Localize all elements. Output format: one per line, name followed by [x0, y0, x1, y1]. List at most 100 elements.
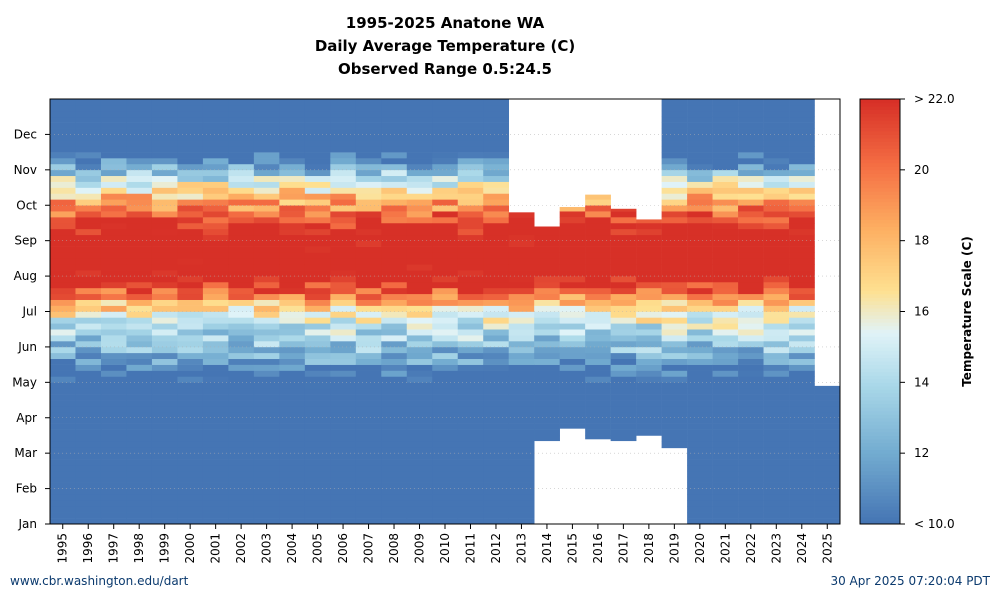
heatmap-cell-2011 [457, 122, 484, 129]
heatmap-cell-2006 [330, 193, 357, 200]
heatmap-cell-2019 [661, 400, 688, 407]
heatmap-cell-2011 [457, 270, 484, 277]
heatmap-cell-2003 [253, 341, 280, 348]
heatmap-cell-2014 [534, 234, 560, 241]
heatmap-cell-2010 [432, 470, 459, 478]
heatmap-cell-1997 [100, 464, 127, 472]
heatmap-cell-2006 [330, 163, 357, 171]
heatmap-cell-2004 [279, 453, 306, 460]
heatmap-cell-2025 [814, 482, 841, 489]
heatmap-cell-2024 [789, 470, 815, 478]
heatmap-cell-2005 [304, 370, 331, 377]
heatmap-cell-2021 [712, 453, 739, 460]
heatmap-cell-1996 [75, 388, 102, 395]
heatmap-cell-2022 [738, 305, 764, 312]
heatmap-cell-2006 [330, 435, 357, 442]
heatmap-cell-2009 [406, 364, 433, 371]
heatmap-cell-1999 [151, 323, 178, 330]
heatmap-cell-2020 [687, 122, 713, 129]
heatmap-cell-2012 [483, 459, 510, 466]
heatmap-cell-2018 [636, 270, 662, 277]
heatmap-cell-2019 [661, 128, 688, 135]
heatmap-cell-1996 [75, 152, 102, 159]
heatmap-cell-2003 [253, 482, 280, 489]
heatmap-cell-2012 [483, 228, 510, 236]
heatmap-cell-1997 [100, 305, 127, 312]
heatmap-cell-2000 [177, 429, 204, 436]
heatmap-cell-2006 [330, 364, 357, 371]
heatmap-cell-2021 [712, 388, 739, 395]
heatmap-cell-2022 [738, 281, 764, 289]
heatmap-cell-2001 [202, 104, 229, 112]
heatmap-cell-2004 [279, 293, 306, 300]
heatmap-cell-2014 [534, 252, 560, 259]
colorbar-swatch [860, 499, 900, 504]
heatmap-cell-2005 [304, 169, 331, 177]
heatmap-cell-2009 [406, 299, 433, 306]
heatmap-cell-1998 [126, 287, 153, 295]
heatmap-cell-2007 [355, 116, 382, 123]
heatmap-cell-2024 [789, 122, 815, 129]
heatmap-cell-2004 [279, 311, 306, 318]
heatmap-cell-2009 [406, 175, 433, 182]
heatmap-cell-2003 [253, 411, 280, 419]
heatmap-cell-2011 [457, 293, 484, 300]
heatmap-cell-2006 [330, 187, 357, 194]
heatmap-cell-2003 [253, 364, 280, 371]
heatmap-cell-2015 [559, 329, 586, 336]
heatmap-cell-2001 [202, 276, 229, 283]
heatmap-cell-2020 [687, 417, 713, 424]
colorbar-tick-label: < 10.0 [914, 517, 955, 531]
heatmap-cell-2018 [636, 382, 662, 389]
heatmap-cell-2025 [814, 435, 841, 442]
heatmap-cell-2013 [508, 305, 535, 312]
heatmap-cell-1999 [151, 128, 178, 135]
x-axis-ticks: 1995 1996 1997 1998 1999 2000 2001 2002 2003 2004… [56, 524, 834, 564]
heatmap-cell-2004 [279, 411, 306, 419]
heatmap-cell-1995 [50, 506, 76, 513]
heatmap-cell-1995 [50, 99, 76, 106]
colorbar-swatch [860, 127, 900, 132]
heatmap-cell-2005 [304, 364, 331, 371]
heatmap-cell-1995 [50, 335, 76, 342]
heatmap-cell-2007 [355, 104, 382, 112]
heatmap-cell-1996 [75, 435, 102, 442]
heatmap-cell-1996 [75, 199, 102, 206]
heatmap-cell-2010 [432, 346, 459, 354]
heatmap-cell-2001 [202, 305, 229, 312]
heatmap-cell-2002 [228, 99, 255, 106]
heatmap-cell-2003 [253, 293, 280, 300]
heatmap-cell-2016 [585, 376, 611, 383]
heatmap-cell-2020 [687, 405, 713, 413]
y-tick-label-feb: Feb [16, 482, 37, 496]
heatmap-cell-2004 [279, 417, 306, 424]
heatmap-cell-2002 [228, 464, 255, 472]
heatmap-cell-2021 [712, 175, 739, 182]
heatmap-cell-2018 [636, 252, 662, 259]
heatmap-cell-1995 [50, 500, 76, 507]
heatmap-cell-2008 [381, 252, 408, 259]
heatmap-cell-2008 [381, 400, 408, 407]
heatmap-cell-2017 [610, 317, 637, 324]
heatmap-cell-1996 [75, 352, 102, 360]
heatmap-cell-2004 [279, 447, 306, 454]
heatmap-cell-2022 [738, 128, 764, 135]
heatmap-cell-2005 [304, 175, 331, 182]
heatmap-cell-2002 [228, 264, 255, 271]
heatmap-cell-1998 [126, 329, 153, 336]
heatmap-cell-2000 [177, 258, 204, 265]
heatmap-cell-2022 [738, 264, 764, 271]
heatmap-cell-1997 [100, 311, 127, 318]
heatmap-cell-2020 [687, 447, 713, 454]
x-tick-label-2024: 2024 [795, 533, 809, 564]
heatmap-cell-2002 [228, 199, 255, 206]
colorbar-swatch [860, 339, 900, 344]
heatmap-cell-2012 [483, 252, 510, 259]
heatmap-cell-1998 [126, 222, 153, 230]
heatmap-cell-2011 [457, 276, 484, 283]
heatmap-cell-2011 [457, 506, 484, 513]
heatmap-cell-2019 [661, 264, 688, 271]
heatmap-cell-2024 [789, 447, 815, 454]
heatmap-cell-2015 [559, 270, 586, 277]
heatmap-cell-1999 [151, 258, 178, 265]
